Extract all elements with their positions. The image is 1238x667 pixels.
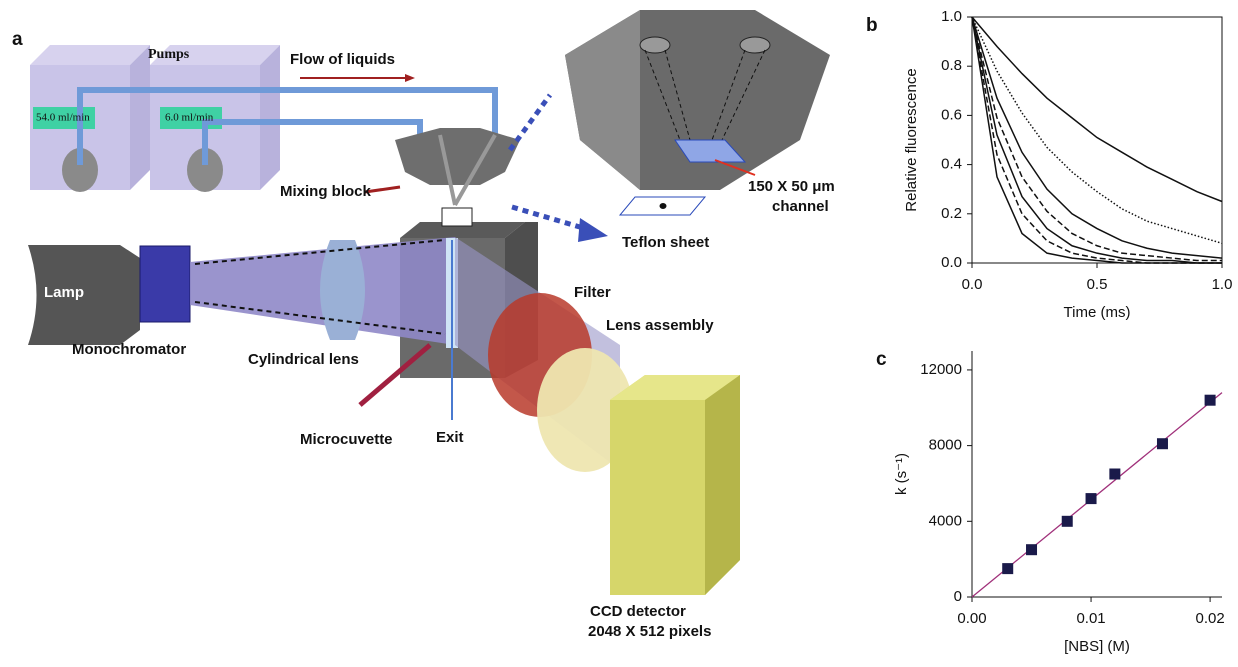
label: 2048 X 512 pixels <box>588 623 711 640</box>
plot-frame <box>972 17 1222 263</box>
y-tick-label: 0 <box>954 588 962 605</box>
label: Monochromator <box>72 341 186 358</box>
diagram: a b c Pumps Flow of liquids 54.0 ml/min … <box>12 10 887 640</box>
y-axis-label: k (s⁻¹) <box>893 453 910 495</box>
label: Teflon sheet <box>622 234 709 251</box>
label: channel <box>772 198 829 215</box>
label: Lens assembly <box>606 317 714 334</box>
y-axis-label: Relative fluorescence <box>903 68 920 211</box>
point <box>1002 563 1013 574</box>
label: Flow of liquids <box>290 51 395 68</box>
label: Filter <box>574 284 611 301</box>
curve <box>972 17 1222 202</box>
label: Lamp <box>44 284 84 301</box>
panel-label: b <box>866 15 878 36</box>
pump-box <box>130 45 150 190</box>
ccd <box>705 375 740 595</box>
curve <box>972 17 1222 243</box>
block-face <box>565 10 640 190</box>
x-tick-label: 0.5 <box>1087 276 1108 293</box>
label: Microcuvette <box>300 431 393 448</box>
mixing-block <box>395 128 520 185</box>
x-tick-label: 1.0 <box>1212 276 1233 293</box>
teflon-window <box>442 208 472 226</box>
x-tick-label: 0.01 <box>1076 610 1105 627</box>
point <box>1157 438 1168 449</box>
panel-label: c <box>876 349 887 370</box>
y-tick-label: 0.0 <box>941 254 962 271</box>
monochromator <box>140 246 190 322</box>
label: 54.0 ml/min <box>36 112 90 124</box>
x-axis-label: [NBS] (M) <box>1064 638 1130 655</box>
point <box>1109 469 1120 480</box>
curve <box>972 17 1222 263</box>
x-tick-label: 0.00 <box>957 610 986 627</box>
y-tick-label: 0.2 <box>941 205 962 222</box>
point <box>1205 395 1216 406</box>
x-tick-label: 0.02 <box>1195 610 1224 627</box>
x-axis-label: Time (ms) <box>1064 304 1131 321</box>
y-tick-label: 1.0 <box>941 8 962 25</box>
panel-label: a <box>12 29 23 50</box>
label: 150 X 50 μm <box>748 178 835 195</box>
arrow <box>405 74 415 82</box>
cylindrical-lens <box>320 240 365 340</box>
point <box>1062 516 1073 527</box>
label: Cylindrical lens <box>248 351 359 368</box>
label: CCD detector <box>590 603 686 620</box>
curve <box>972 17 1222 261</box>
y-tick-label: 0.6 <box>941 106 962 123</box>
y-tick-label: 0.8 <box>941 57 962 74</box>
pump-box <box>30 45 150 65</box>
y-tick-label: 12000 <box>920 361 962 378</box>
figure: a b c Pumps Flow of liquids 54.0 ml/min … <box>0 0 1238 667</box>
arrow-head <box>578 218 608 242</box>
label: Exit <box>436 429 464 446</box>
label: Mixing block <box>280 183 372 200</box>
x-tick-label: 0.0 <box>962 276 983 293</box>
point <box>1086 493 1097 504</box>
y-tick-label: 8000 <box>929 437 962 454</box>
y-tick-label: 4000 <box>929 512 962 529</box>
label: Pumps <box>148 47 190 62</box>
curve <box>972 17 1222 263</box>
y-tick-label: 0.4 <box>941 156 962 173</box>
pump-box <box>260 45 280 190</box>
point <box>1026 544 1037 555</box>
curve <box>972 17 1222 263</box>
label: 6.0 ml/min <box>165 112 214 124</box>
hole <box>660 203 667 209</box>
